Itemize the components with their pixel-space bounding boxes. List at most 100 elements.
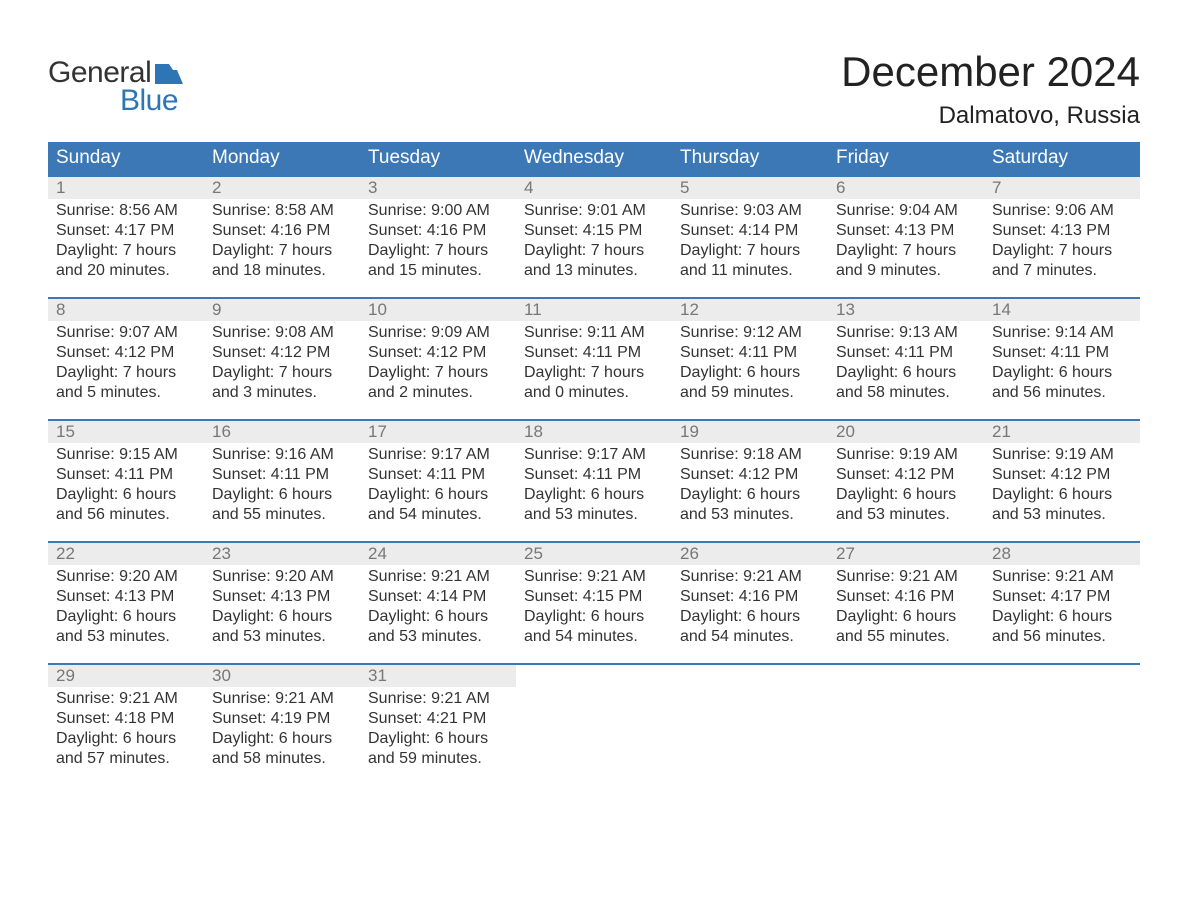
day-number-bar: 5 (672, 175, 828, 199)
daylight-text: Daylight: 7 hours (56, 241, 196, 261)
day-cell: 1Sunrise: 8:56 AMSunset: 4:17 PMDaylight… (48, 175, 204, 283)
day-cell: 18Sunrise: 9:17 AMSunset: 4:11 PMDayligh… (516, 419, 672, 527)
sunset-text: Sunset: 4:13 PM (212, 587, 352, 607)
day-number-bar: 3 (360, 175, 516, 199)
daylight-text: Daylight: 6 hours (992, 363, 1132, 383)
sunset-text: Sunset: 4:14 PM (368, 587, 508, 607)
day-number: 28 (992, 543, 1132, 565)
sunset-text: Sunset: 4:12 PM (56, 343, 196, 363)
day-number: 21 (992, 421, 1132, 443)
daylight-text: and 53 minutes. (680, 505, 820, 525)
sunset-text: Sunset: 4:11 PM (524, 465, 664, 485)
sunset-text: Sunset: 4:12 PM (992, 465, 1132, 485)
daylight-text: and 56 minutes. (56, 505, 196, 525)
day-number: 4 (524, 177, 664, 199)
day-cell: 8Sunrise: 9:07 AMSunset: 4:12 PMDaylight… (48, 297, 204, 405)
sunset-text: Sunset: 4:19 PM (212, 709, 352, 729)
daylight-text: Daylight: 7 hours (680, 241, 820, 261)
day-number-bar: 14 (984, 297, 1140, 321)
daylight-text: and 2 minutes. (368, 383, 508, 403)
sunrise-text: Sunrise: 8:58 AM (212, 201, 352, 221)
day-number-bar: 18 (516, 419, 672, 443)
day-number-bar: 1 (48, 175, 204, 199)
sunrise-text: Sunrise: 9:21 AM (212, 689, 352, 709)
day-cell: 23Sunrise: 9:20 AMSunset: 4:13 PMDayligh… (204, 541, 360, 649)
location-label: Dalmatovo, Russia (841, 102, 1140, 130)
sunrise-text: Sunrise: 8:56 AM (56, 201, 196, 221)
sunrise-text: Sunrise: 9:15 AM (56, 445, 196, 465)
sunrise-text: Sunrise: 9:17 AM (368, 445, 508, 465)
calendar: SundayMondayTuesdayWednesdayThursdayFrid… (48, 142, 1140, 771)
daylight-text: Daylight: 7 hours (56, 363, 196, 383)
daylight-text: Daylight: 6 hours (524, 607, 664, 627)
daylight-text: and 54 minutes. (680, 627, 820, 647)
daylight-text: Daylight: 6 hours (680, 485, 820, 505)
day-number: 23 (212, 543, 352, 565)
day-number-bar: 23 (204, 541, 360, 565)
title-block: December 2024 Dalmatovo, Russia (841, 48, 1140, 130)
sunset-text: Sunset: 4:11 PM (680, 343, 820, 363)
day-cell: 22Sunrise: 9:20 AMSunset: 4:13 PMDayligh… (48, 541, 204, 649)
day-number: 6 (836, 177, 976, 199)
day-number-bar: 13 (828, 297, 984, 321)
header: General Blue December 2024 Dalmatovo, Ru… (48, 48, 1140, 130)
day-cell: 17Sunrise: 9:17 AMSunset: 4:11 PMDayligh… (360, 419, 516, 527)
day-cell: 20Sunrise: 9:19 AMSunset: 4:12 PMDayligh… (828, 419, 984, 527)
week-row: 29Sunrise: 9:21 AMSunset: 4:18 PMDayligh… (48, 663, 1140, 771)
day-cell: 21Sunrise: 9:19 AMSunset: 4:12 PMDayligh… (984, 419, 1140, 527)
sunrise-text: Sunrise: 9:21 AM (368, 689, 508, 709)
daylight-text: and 7 minutes. (992, 261, 1132, 281)
daylight-text: and 11 minutes. (680, 261, 820, 281)
daylight-text: and 15 minutes. (368, 261, 508, 281)
day-number-bar: 11 (516, 297, 672, 321)
daylight-text: Daylight: 7 hours (524, 241, 664, 261)
sunset-text: Sunset: 4:16 PM (680, 587, 820, 607)
sunrise-text: Sunrise: 9:12 AM (680, 323, 820, 343)
sunrise-text: Sunrise: 9:07 AM (56, 323, 196, 343)
sunset-text: Sunset: 4:17 PM (56, 221, 196, 241)
dow-cell: Sunday (48, 142, 204, 175)
sunrise-text: Sunrise: 9:01 AM (524, 201, 664, 221)
sunset-text: Sunset: 4:16 PM (368, 221, 508, 241)
sunrise-text: Sunrise: 9:11 AM (524, 323, 664, 343)
day-number: 7 (992, 177, 1132, 199)
sunrise-text: Sunrise: 9:13 AM (836, 323, 976, 343)
daylight-text: Daylight: 7 hours (368, 241, 508, 261)
day-cell: 28Sunrise: 9:21 AMSunset: 4:17 PMDayligh… (984, 541, 1140, 649)
day-number-bar: 31 (360, 663, 516, 687)
day-cell: 7Sunrise: 9:06 AMSunset: 4:13 PMDaylight… (984, 175, 1140, 283)
day-number-bar (516, 663, 672, 665)
dow-cell: Thursday (672, 142, 828, 175)
daylight-text: and 53 minutes. (836, 505, 976, 525)
sunset-text: Sunset: 4:12 PM (212, 343, 352, 363)
sunrise-text: Sunrise: 9:20 AM (212, 567, 352, 587)
sunrise-text: Sunrise: 9:14 AM (992, 323, 1132, 343)
sunset-text: Sunset: 4:15 PM (524, 587, 664, 607)
sunrise-text: Sunrise: 9:18 AM (680, 445, 820, 465)
day-number: 11 (524, 299, 664, 321)
day-cell: 16Sunrise: 9:16 AMSunset: 4:11 PMDayligh… (204, 419, 360, 527)
daylight-text: Daylight: 6 hours (680, 607, 820, 627)
sunrise-text: Sunrise: 9:08 AM (212, 323, 352, 343)
day-number: 12 (680, 299, 820, 321)
day-number: 8 (56, 299, 196, 321)
week-row: 8Sunrise: 9:07 AMSunset: 4:12 PMDaylight… (48, 297, 1140, 405)
daylight-text: and 53 minutes. (992, 505, 1132, 525)
daylight-text: Daylight: 6 hours (368, 607, 508, 627)
day-cell: 2Sunrise: 8:58 AMSunset: 4:16 PMDaylight… (204, 175, 360, 283)
daylight-text: and 57 minutes. (56, 749, 196, 769)
sunrise-text: Sunrise: 9:19 AM (992, 445, 1132, 465)
day-number: 26 (680, 543, 820, 565)
day-cell: 13Sunrise: 9:13 AMSunset: 4:11 PMDayligh… (828, 297, 984, 405)
day-number: 25 (524, 543, 664, 565)
dow-cell: Tuesday (360, 142, 516, 175)
day-number: 22 (56, 543, 196, 565)
day-number: 3 (368, 177, 508, 199)
day-number-bar: 16 (204, 419, 360, 443)
sunset-text: Sunset: 4:11 PM (56, 465, 196, 485)
daylight-text: and 58 minutes. (212, 749, 352, 769)
daylight-text: and 56 minutes. (992, 383, 1132, 403)
day-number-bar: 22 (48, 541, 204, 565)
daylight-text: Daylight: 6 hours (368, 485, 508, 505)
day-number-bar: 8 (48, 297, 204, 321)
